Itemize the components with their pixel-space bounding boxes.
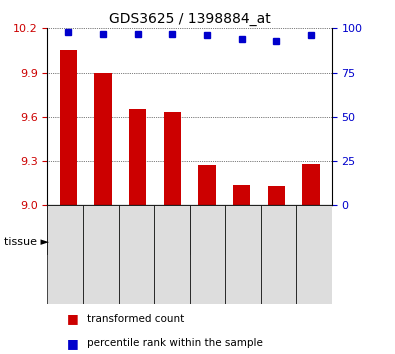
FancyBboxPatch shape [47,205,190,255]
FancyBboxPatch shape [118,205,154,304]
FancyBboxPatch shape [261,205,296,304]
Text: transformed count: transformed count [87,314,184,324]
Title: GDS3625 / 1398884_at: GDS3625 / 1398884_at [109,12,271,26]
FancyBboxPatch shape [83,205,118,304]
FancyBboxPatch shape [296,205,332,304]
Bar [164,113,181,205]
Bar [94,73,111,205]
FancyBboxPatch shape [47,205,83,304]
FancyBboxPatch shape [190,205,332,255]
Text: ventricle: ventricle [233,224,288,236]
FancyBboxPatch shape [190,205,225,304]
Text: tissue ►: tissue ► [4,238,49,247]
Bar [233,185,250,205]
Text: percentile rank within the sample: percentile rank within the sample [87,338,263,348]
FancyBboxPatch shape [225,205,261,304]
Bar [268,186,285,205]
Text: ■: ■ [67,312,79,325]
FancyBboxPatch shape [154,205,190,304]
Bar [129,109,146,205]
Bar [302,164,320,205]
Bar [198,166,216,205]
Text: atrium: atrium [98,224,139,236]
Text: ■: ■ [67,337,79,350]
Bar [60,51,77,205]
